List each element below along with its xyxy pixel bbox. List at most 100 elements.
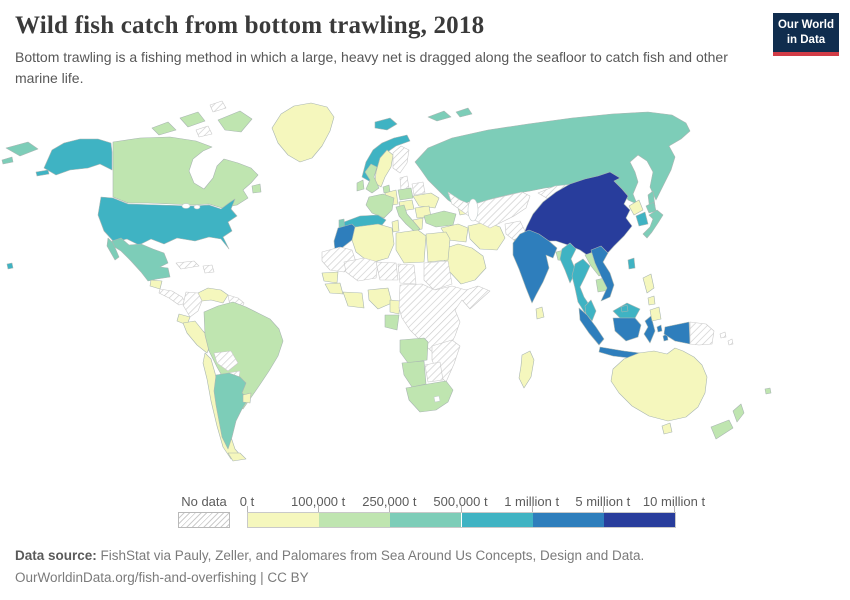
country-ireland[interactable] xyxy=(356,179,365,192)
country-south-korea[interactable] xyxy=(635,211,649,227)
country-botswana[interactable] xyxy=(424,361,444,383)
country-colombia[interactable] xyxy=(182,291,203,318)
country-saudi-arabia[interactable] xyxy=(439,243,487,285)
legend-bin-5[interactable] xyxy=(603,513,675,527)
country-usa-aleutians[interactable] xyxy=(35,169,50,177)
country-canada-arctic2[interactable] xyxy=(179,111,206,128)
country-philippines-mindanao[interactable] xyxy=(649,306,662,322)
country-france[interactable] xyxy=(365,193,395,219)
country-cuba[interactable] xyxy=(175,260,200,270)
country-ghana-cote-divoire[interactable] xyxy=(342,291,365,309)
country-algeria[interactable] xyxy=(351,223,395,264)
country-taiwan[interactable] xyxy=(627,257,636,270)
country-cameroon[interactable] xyxy=(389,299,401,315)
country-solomon-islands1[interactable] xyxy=(719,331,727,339)
country-central-america[interactable] xyxy=(158,288,187,306)
country-guatemala[interactable] xyxy=(149,279,163,290)
country-russia-novaya-zemlya[interactable] xyxy=(427,110,452,122)
legend-bin-0[interactable] xyxy=(248,513,320,527)
footer-source-text: FishStat via Pauly, Zeller, and Palomare… xyxy=(96,548,645,563)
country-canada-baffin[interactable] xyxy=(217,110,253,133)
country-uruguay[interactable] xyxy=(242,392,252,404)
country-finland[interactable] xyxy=(392,145,410,174)
country-niger[interactable] xyxy=(375,261,399,281)
country-indonesia-sumatra[interactable] xyxy=(578,307,605,346)
country-hispaniola[interactable] xyxy=(202,264,215,274)
country-italy[interactable] xyxy=(395,204,421,233)
country-poland[interactable] xyxy=(397,187,414,201)
country-greenland[interactable] xyxy=(271,102,335,163)
country-usa-hawaii[interactable] xyxy=(6,262,14,270)
country-australia-tasmania[interactable] xyxy=(661,422,673,435)
country-sri-lanka[interactable] xyxy=(535,306,545,320)
legend-tick-label-5: 5 million t xyxy=(575,494,631,509)
legend-tick-label-0: 0 t xyxy=(239,494,255,509)
country-angola[interactable] xyxy=(399,337,429,364)
country-new-zealand-north[interactable] xyxy=(732,403,745,423)
country-belarus[interactable] xyxy=(411,181,426,196)
country-arctic-islands1[interactable] xyxy=(195,125,213,138)
country-sudan[interactable] xyxy=(423,260,453,291)
country-nigeria[interactable] xyxy=(367,287,393,310)
country-australia[interactable] xyxy=(610,347,708,422)
country-arctic-islands2[interactable] xyxy=(209,100,227,113)
country-brunei[interactable] xyxy=(620,304,629,313)
country-usa-alaska[interactable] xyxy=(43,138,113,176)
country-baltics[interactable] xyxy=(399,175,410,191)
country-mexico-baja[interactable] xyxy=(106,237,120,261)
legend-bin-1[interactable] xyxy=(319,513,391,527)
country-argentina[interactable] xyxy=(213,372,249,450)
country-namibia[interactable] xyxy=(401,360,427,388)
country-north-korea[interactable] xyxy=(628,199,644,216)
legend-bin-4[interactable] xyxy=(532,513,604,527)
country-indonesia-moluccas1[interactable] xyxy=(656,324,663,333)
country-philippines-visayas[interactable] xyxy=(647,295,656,306)
owid-logo[interactable]: Our World in Data xyxy=(773,13,839,56)
country-ukraine[interactable] xyxy=(412,192,440,209)
country-chad[interactable] xyxy=(397,263,417,285)
country-venezuela[interactable] xyxy=(197,287,229,304)
legend-no-data-swatch[interactable] xyxy=(178,512,230,528)
country-uk[interactable] xyxy=(364,163,380,194)
country-russia-islands[interactable] xyxy=(455,107,473,118)
country-japan-honshu[interactable] xyxy=(642,209,664,239)
country-russia-chukotka-west[interactable] xyxy=(5,141,39,157)
country-bolivia[interactable] xyxy=(213,350,239,372)
country-east-africa[interactable] xyxy=(398,283,491,356)
country-canada-newfoundland[interactable] xyxy=(251,183,262,194)
country-vietnam[interactable] xyxy=(590,245,615,302)
country-guinea[interactable] xyxy=(324,282,344,295)
country-philippines-luzon[interactable] xyxy=(642,273,655,294)
legend-bin-2[interactable] xyxy=(390,513,462,527)
country-tunisia[interactable] xyxy=(391,219,400,233)
country-brazil[interactable] xyxy=(203,301,284,410)
country-senegal[interactable] xyxy=(321,271,339,284)
country-madagascar[interactable] xyxy=(518,350,535,389)
country-russia-chukotka-west2[interactable] xyxy=(1,156,14,165)
legend-tick-5 xyxy=(602,506,604,512)
country-libya[interactable] xyxy=(395,229,427,264)
country-canada-arctic1[interactable] xyxy=(151,121,177,136)
country-papua-new-guinea[interactable] xyxy=(689,321,715,346)
map-legend: No data 0 t 100,000 t 250,000 t 500,000 t 1 … xyxy=(178,494,738,532)
country-fiji[interactable] xyxy=(764,387,772,395)
country-indonesia-kalimantan[interactable] xyxy=(612,317,642,342)
country-iceland[interactable] xyxy=(374,117,398,131)
footer-link[interactable]: OurWorldinData.org/fish-and-overfishing xyxy=(15,569,257,585)
country-gabon[interactable] xyxy=(384,314,400,331)
country-solomon-islands2[interactable] xyxy=(727,338,734,346)
country-south-africa[interactable] xyxy=(405,380,454,413)
legend-tick-0 xyxy=(247,506,248,512)
country-morocco[interactable] xyxy=(333,223,359,252)
country-indonesia-papua[interactable] xyxy=(663,321,691,345)
country-thailand[interactable] xyxy=(571,258,591,314)
country-tierra-del-fuego[interactable] xyxy=(227,452,247,462)
country-mexico[interactable] xyxy=(111,237,171,282)
country-new-zealand-south[interactable] xyxy=(710,419,734,440)
country-canada[interactable] xyxy=(112,136,259,209)
country-egypt[interactable] xyxy=(425,231,451,263)
country-mali[interactable] xyxy=(343,257,379,282)
legend-bin-3[interactable] xyxy=(461,513,533,527)
country-india[interactable] xyxy=(512,229,558,304)
